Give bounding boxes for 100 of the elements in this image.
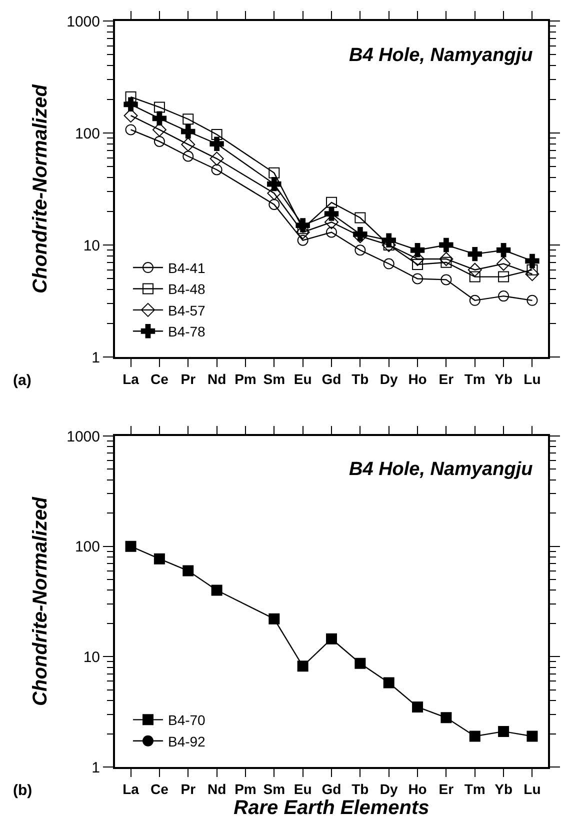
x-tick-label: La bbox=[122, 370, 140, 387]
y-tick-label: 1000 bbox=[66, 428, 100, 446]
point bbox=[326, 226, 337, 238]
point bbox=[525, 254, 540, 268]
point bbox=[267, 176, 282, 192]
point bbox=[125, 540, 136, 552]
point bbox=[326, 633, 337, 644]
point bbox=[526, 294, 538, 306]
point bbox=[382, 233, 396, 248]
point bbox=[182, 114, 194, 125]
point bbox=[210, 136, 224, 151]
x-tick-label: Gd bbox=[322, 780, 342, 797]
point bbox=[125, 124, 136, 136]
point bbox=[468, 246, 482, 262]
y-axis-title: Chondrite-Normalized bbox=[30, 496, 52, 706]
x-tick-label: Dy bbox=[380, 370, 398, 387]
y-tick-label: 10 bbox=[83, 648, 100, 666]
point bbox=[468, 262, 482, 277]
point bbox=[268, 167, 280, 178]
x-tick-label: Er bbox=[438, 780, 454, 797]
point bbox=[498, 271, 510, 282]
y-tick-label: 1000 bbox=[66, 13, 100, 30]
x-tick-label: Ho bbox=[408, 780, 427, 797]
point bbox=[182, 150, 194, 162]
point bbox=[439, 252, 454, 266]
point bbox=[469, 271, 480, 282]
point bbox=[439, 238, 454, 252]
point bbox=[211, 164, 222, 176]
point bbox=[181, 137, 196, 152]
point bbox=[410, 243, 425, 258]
point bbox=[469, 730, 480, 742]
x-tick-label: Tb bbox=[352, 780, 369, 797]
point bbox=[354, 658, 366, 669]
y-tick-label: 100 bbox=[74, 538, 100, 556]
legend-label: B4-57 bbox=[168, 302, 206, 318]
x-tick-label: Gd bbox=[322, 370, 342, 387]
point bbox=[354, 212, 366, 224]
point bbox=[124, 108, 138, 123]
x-tick-label: Pm bbox=[234, 780, 256, 797]
x-tick-label: Er bbox=[438, 370, 454, 387]
point bbox=[440, 256, 452, 268]
point bbox=[297, 234, 308, 246]
x-tick-label: Ce bbox=[150, 370, 169, 387]
point bbox=[412, 701, 424, 712]
point bbox=[412, 258, 424, 270]
x-tick-label: Eu bbox=[294, 780, 312, 797]
x-tick-label: Pr bbox=[180, 780, 196, 797]
point bbox=[440, 274, 452, 286]
point bbox=[469, 294, 480, 306]
point bbox=[124, 97, 138, 112]
point bbox=[125, 91, 136, 102]
point bbox=[152, 111, 167, 126]
point bbox=[498, 290, 510, 302]
x-tick-label: Ho bbox=[408, 370, 427, 387]
point bbox=[297, 660, 308, 672]
point bbox=[440, 712, 452, 724]
y-tick-label: 100 bbox=[74, 125, 100, 142]
point bbox=[154, 553, 165, 564]
legend-label: B4-78 bbox=[168, 324, 206, 340]
point bbox=[326, 196, 337, 208]
x-tick-label: Nd bbox=[207, 780, 226, 797]
point bbox=[496, 243, 511, 258]
point bbox=[525, 267, 540, 282]
point bbox=[268, 198, 280, 210]
x-tick-label: Tm bbox=[464, 780, 486, 797]
point bbox=[182, 565, 194, 576]
legend-label: B4-70 bbox=[168, 712, 206, 728]
text: (a) bbox=[13, 372, 32, 389]
point bbox=[526, 264, 538, 276]
x-tick-label: Yb bbox=[494, 370, 512, 387]
x-tick-label: Lu bbox=[524, 780, 541, 797]
x-tick-label: Ce bbox=[150, 780, 169, 797]
x-tick-label: Eu bbox=[294, 370, 312, 387]
x-tick-label: La bbox=[122, 780, 140, 797]
point bbox=[383, 258, 394, 270]
legend-label: B4-48 bbox=[168, 281, 206, 298]
x-tick-label: Lu bbox=[524, 370, 541, 387]
point bbox=[383, 677, 394, 688]
x-tick-label: Pm bbox=[234, 370, 256, 387]
point bbox=[496, 256, 511, 271]
text: B4 Hole, Namyangju bbox=[349, 459, 534, 480]
point bbox=[154, 102, 165, 113]
point bbox=[526, 730, 538, 742]
y-tick-label: 1 bbox=[92, 349, 100, 366]
point bbox=[210, 152, 224, 166]
point bbox=[354, 244, 366, 256]
point bbox=[211, 128, 222, 140]
x-tick-label: Sm bbox=[263, 370, 286, 387]
point bbox=[296, 218, 310, 232]
x-tick-label: Sm bbox=[263, 780, 286, 797]
point bbox=[324, 206, 339, 221]
point bbox=[268, 613, 280, 624]
x-tick-label: Nd bbox=[207, 370, 226, 387]
y-tick-label: 10 bbox=[83, 237, 100, 254]
x-tick-label: Tm bbox=[464, 370, 486, 387]
legend-label: B4-92 bbox=[168, 733, 206, 750]
x-axis-title: Rare Earth Elements bbox=[234, 796, 430, 819]
y-axis-title: Chondrite-Normalized bbox=[30, 84, 52, 294]
legend-label: B4-41 bbox=[168, 260, 206, 276]
point bbox=[211, 584, 222, 596]
